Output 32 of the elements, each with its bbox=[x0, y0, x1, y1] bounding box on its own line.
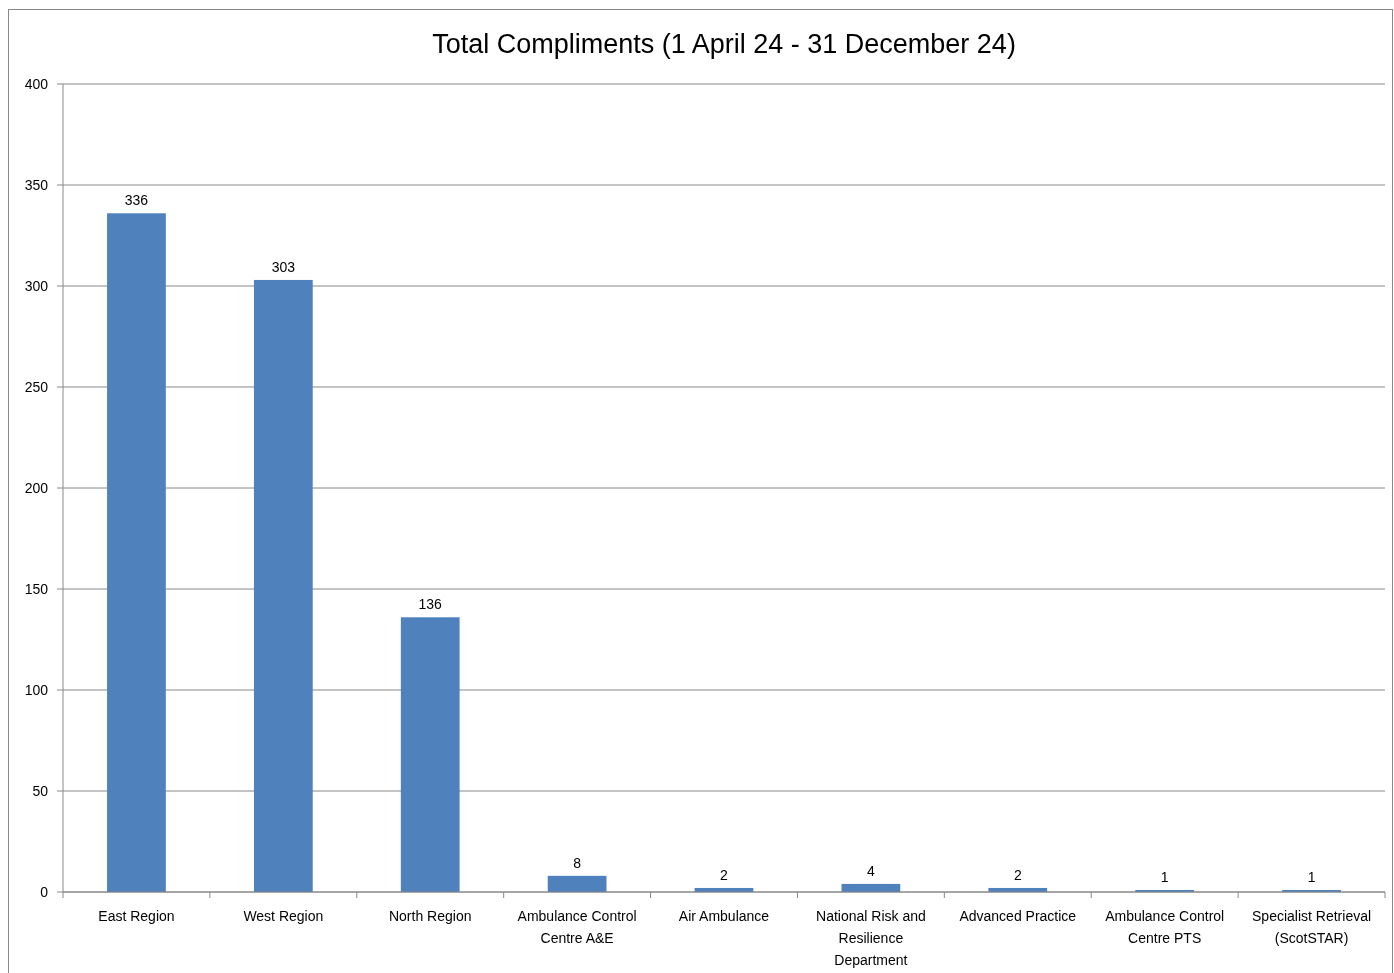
data-label: 1 bbox=[1307, 868, 1316, 885]
data-label: 336 bbox=[124, 192, 149, 209]
data-label: 1 bbox=[1160, 868, 1169, 885]
x-tick-label: Air Ambulance bbox=[678, 908, 770, 924]
y-tick-label: 50 bbox=[32, 783, 49, 799]
data-label: 2 bbox=[720, 866, 729, 883]
bar bbox=[547, 875, 607, 892]
y-tick-label: 250 bbox=[24, 379, 49, 395]
y-tick-label: 150 bbox=[24, 581, 49, 597]
data-label: 303 bbox=[271, 258, 296, 275]
x-tick-label: West Region bbox=[243, 908, 324, 924]
bar bbox=[107, 213, 166, 892]
chart-title: Total Compliments (1 April 24 - 31 December 24) bbox=[432, 29, 1016, 59]
y-tick-label: 200 bbox=[24, 480, 49, 496]
x-tick-label: Specialist Retrieval (ScotSTAR) bbox=[1252, 908, 1372, 946]
x-tick-label: Ambulance Control Centre PTS bbox=[1105, 908, 1225, 946]
x-tick-label: Advanced Practice bbox=[959, 908, 1077, 924]
data-label: 136 bbox=[418, 596, 443, 613]
x-tick-label: East Region bbox=[98, 908, 175, 924]
y-tick-label: 100 bbox=[24, 682, 49, 698]
y-tick-label: 350 bbox=[24, 177, 49, 193]
data-label: 8 bbox=[573, 854, 582, 871]
data-label: 2 bbox=[1013, 866, 1022, 883]
x-tick-label: National Risk and Resilience Department bbox=[816, 908, 926, 968]
y-tick-label: 300 bbox=[24, 278, 49, 294]
x-tick-label: North Region bbox=[388, 908, 472, 924]
bar bbox=[253, 279, 313, 892]
y-tick-label: 0 bbox=[40, 884, 49, 900]
bar bbox=[400, 617, 460, 892]
y-tick-label: 400 bbox=[24, 76, 49, 92]
data-label: 4 bbox=[866, 862, 875, 879]
x-tick-label: Ambulance Control Centre A&E bbox=[517, 908, 637, 946]
